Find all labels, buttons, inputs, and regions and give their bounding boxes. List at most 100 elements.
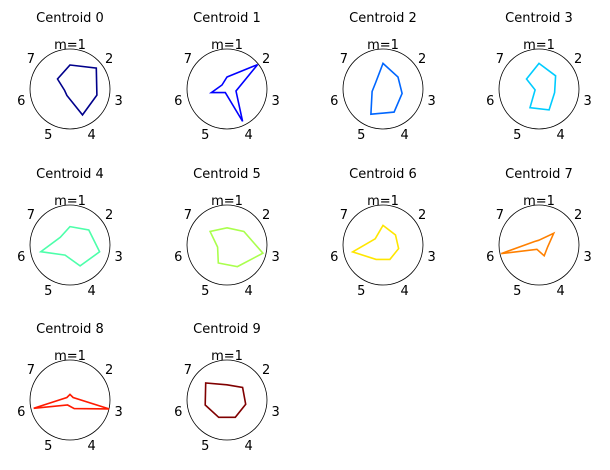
- category-label: 2: [105, 363, 113, 378]
- category-label: 2: [574, 52, 582, 67]
- category-label: 3: [584, 250, 592, 265]
- category-label: 4: [401, 128, 409, 143]
- category-label: 3: [115, 405, 123, 420]
- category-label: 4: [557, 284, 565, 299]
- polar-axis-circle: [498, 204, 580, 286]
- centroid-polygon: [56, 64, 98, 117]
- category-label: 4: [245, 284, 253, 299]
- category-label: 2: [262, 363, 270, 378]
- category-label: 7: [184, 52, 192, 67]
- category-label: 3: [428, 94, 436, 109]
- polar-axis-circle: [186, 204, 268, 286]
- radar-chart-8: Centroid 8 m=1 2 3 4 5 6 7: [17, 322, 123, 454]
- polar-axis-circle: [342, 48, 424, 130]
- category-label: 2: [262, 208, 270, 223]
- category-label: 5: [201, 128, 209, 143]
- centroid-polygon: [204, 382, 247, 419]
- polar-axis-circle: [342, 204, 424, 286]
- polar-axis-circle: [498, 48, 580, 130]
- category-label: 7: [184, 208, 192, 223]
- category-label: m=1: [523, 194, 555, 209]
- chart-title: Centroid 4: [36, 167, 104, 182]
- category-label: m=1: [54, 349, 86, 364]
- category-label: 7: [27, 363, 35, 378]
- category-label: 4: [557, 128, 565, 143]
- category-label: 3: [115, 94, 123, 109]
- category-label: 5: [513, 128, 521, 143]
- radar-chart-2: Centroid 2 m=1 2 3 4 5 6 7: [330, 11, 436, 143]
- chart-title: Centroid 6: [349, 167, 417, 182]
- category-label: m=1: [211, 38, 243, 53]
- chart-title: Centroid 3: [505, 11, 573, 26]
- polar-axis-circle: [29, 359, 111, 441]
- centroid-polygon: [370, 62, 403, 116]
- category-label: 7: [27, 208, 35, 223]
- category-label: 3: [428, 250, 436, 265]
- category-label: 6: [330, 94, 338, 109]
- category-label: 6: [174, 250, 182, 265]
- category-label: 6: [17, 250, 25, 265]
- radar-chart-1: Centroid 1 m=1 2 3 4 5 6 7: [174, 11, 280, 143]
- category-label: 6: [174, 94, 182, 109]
- centroid-polygon: [350, 224, 400, 261]
- category-label: 5: [357, 284, 365, 299]
- category-label: 3: [584, 94, 592, 109]
- polar-axis-circle: [29, 204, 111, 286]
- category-label: 7: [496, 208, 504, 223]
- radar-chart-4: Centroid 4 m=1 2 3 4 5 6 7: [17, 167, 123, 299]
- category-label: 5: [44, 439, 52, 454]
- centroid-polygon: [208, 226, 265, 268]
- chart-title: Centroid 2: [349, 11, 417, 26]
- category-label: 2: [418, 52, 426, 67]
- category-label: 7: [340, 208, 348, 223]
- radar-chart-7: Centroid 7 m=1 2 3 4 5 6 7: [486, 167, 592, 299]
- radar-chart-3: Centroid 3 m=1 2 3 4 5 6 7: [486, 11, 592, 143]
- category-label: 2: [105, 52, 113, 67]
- centroid-polygon: [500, 231, 556, 258]
- chart-title: Centroid 8: [36, 322, 104, 337]
- centroid-polygon: [33, 393, 110, 410]
- centroid-polygon: [38, 225, 101, 267]
- category-label: 6: [486, 250, 494, 265]
- category-label: m=1: [367, 194, 399, 209]
- category-label: 4: [88, 284, 96, 299]
- category-label: 6: [17, 94, 25, 109]
- centroid-polygon: [208, 63, 259, 122]
- category-label: 5: [201, 284, 209, 299]
- polar-axis-circle: [186, 359, 268, 441]
- radar-chart-9: Centroid 9 m=1 2 3 4 5 6 7: [174, 322, 280, 454]
- category-label: 6: [17, 405, 25, 420]
- centroid-polygon: [525, 62, 557, 111]
- chart-title: Centroid 5: [193, 167, 261, 182]
- category-label: 4: [88, 439, 96, 454]
- category-label: 3: [115, 250, 123, 265]
- category-label: m=1: [523, 38, 555, 53]
- radar-chart-6: Centroid 6 m=1 2 3 4 5 6 7: [330, 167, 436, 299]
- category-label: 5: [201, 439, 209, 454]
- category-label: 7: [184, 363, 192, 378]
- category-label: 2: [105, 208, 113, 223]
- category-label: 3: [272, 405, 280, 420]
- category-label: 4: [245, 128, 253, 143]
- polar-axis-circle: [29, 48, 111, 130]
- category-label: m=1: [54, 194, 86, 209]
- chart-title: Centroid 0: [36, 11, 104, 26]
- chart-title: Centroid 1: [193, 11, 261, 26]
- chart-title: Centroid 9: [193, 322, 261, 337]
- category-label: m=1: [211, 194, 243, 209]
- category-label: 5: [513, 284, 521, 299]
- category-label: 3: [272, 250, 280, 265]
- category-label: 7: [340, 52, 348, 67]
- category-label: m=1: [367, 38, 399, 53]
- category-label: 5: [44, 284, 52, 299]
- category-label: 7: [27, 52, 35, 67]
- category-label: 5: [357, 128, 365, 143]
- category-label: m=1: [54, 38, 86, 53]
- polar-axis-circle: [186, 48, 268, 130]
- radar-chart-5: Centroid 5 m=1 2 3 4 5 6 7: [174, 167, 280, 299]
- category-label: 6: [486, 94, 494, 109]
- category-label: 6: [330, 250, 338, 265]
- category-label: 4: [401, 284, 409, 299]
- category-label: 7: [496, 52, 504, 67]
